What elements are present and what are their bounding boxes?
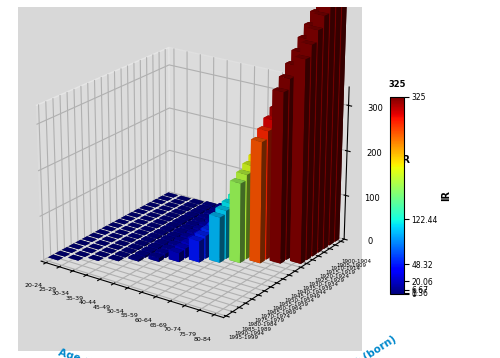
X-axis label: Age group: Age group: [58, 347, 118, 358]
Text: 325: 325: [388, 80, 406, 89]
Y-axis label: IR: IR: [441, 190, 451, 200]
Y-axis label: Cohort (born): Cohort (born): [325, 334, 398, 358]
